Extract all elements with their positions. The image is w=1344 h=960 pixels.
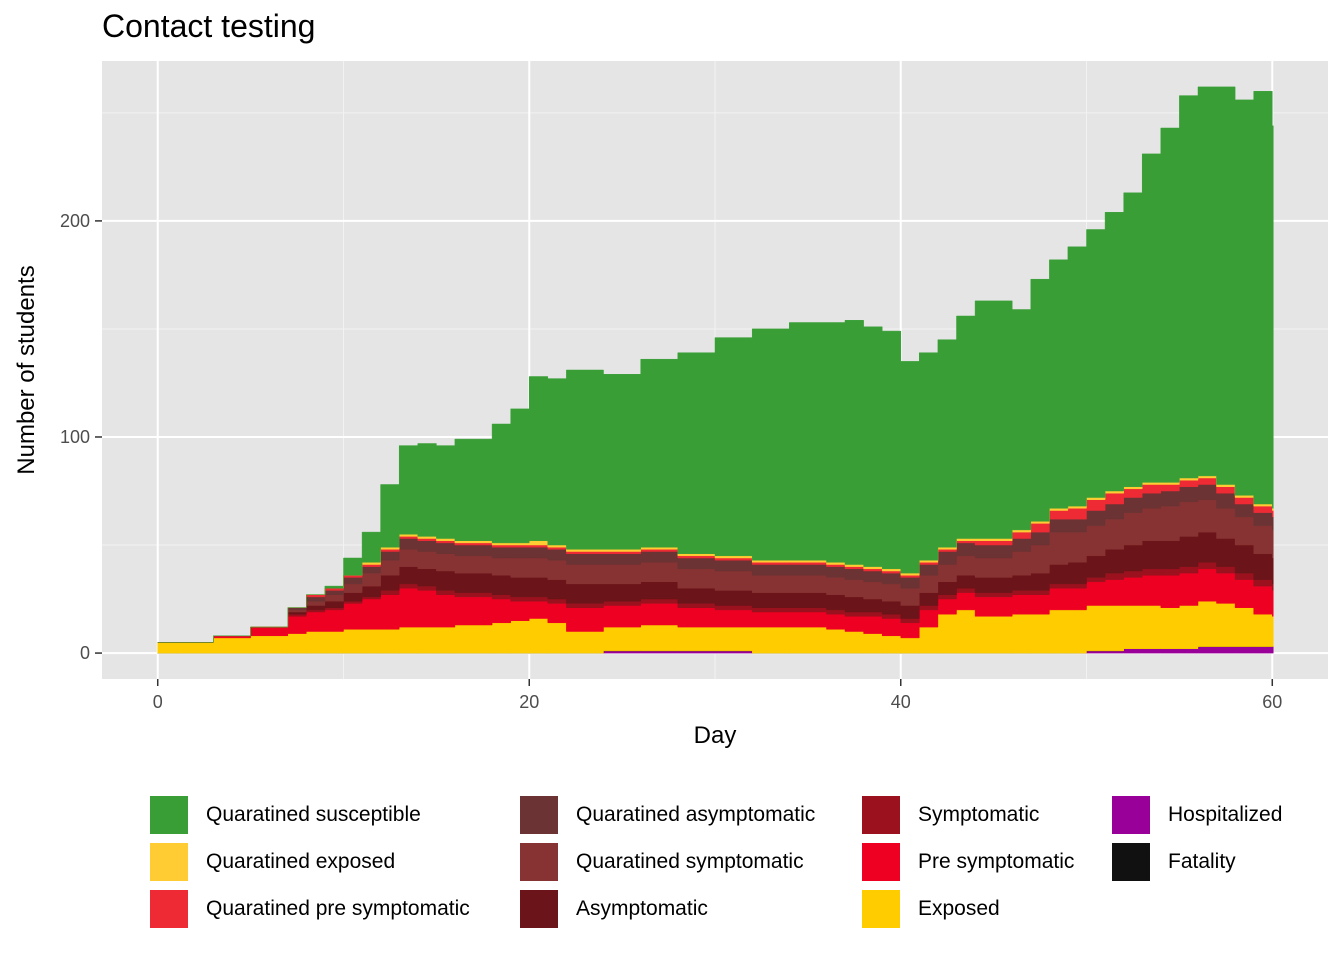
legend-key-swatch xyxy=(518,841,560,883)
y-tick-label: 0 xyxy=(80,643,90,663)
legend-key-swatch xyxy=(860,841,902,883)
legend-label: Exposed xyxy=(918,897,1000,920)
legend-key-swatch xyxy=(148,794,190,836)
legend-key-swatch xyxy=(518,888,560,930)
area-quaratined-susceptible xyxy=(157,86,1274,643)
legend-label: Quaratined pre symptomatic xyxy=(206,897,470,920)
legend-label: Symptomatic xyxy=(918,803,1040,826)
y-tick-label: 100 xyxy=(60,427,90,447)
legend-item: Quaratined susceptible xyxy=(148,792,421,838)
legend-key-swatch xyxy=(860,888,902,930)
legend-item: Quaratined exposed xyxy=(148,839,395,885)
legend-item: Quaratined asymptomatic xyxy=(518,792,815,838)
stacked-area-series xyxy=(157,86,1274,654)
legend-item: Exposed xyxy=(860,886,1000,932)
legend-item: Hospitalized xyxy=(1110,792,1282,838)
legend-label: Quaratined susceptible xyxy=(206,803,421,826)
legend-label: Hospitalized xyxy=(1168,803,1283,826)
legend-item: Quaratined pre symptomatic xyxy=(148,886,470,932)
legend-key-swatch xyxy=(518,794,560,836)
y-axis-title: Number of students xyxy=(13,265,40,474)
x-tick-label: 20 xyxy=(519,692,539,712)
legend-key-swatch xyxy=(148,888,190,930)
x-tick-label: 0 xyxy=(153,692,163,712)
legend-label: Quaratined exposed xyxy=(206,850,396,873)
legend-item: Pre symptomatic xyxy=(860,839,1074,885)
legend-label: Quaratined asymptomatic xyxy=(576,803,816,826)
y-tick-label: 200 xyxy=(60,211,90,231)
legend-label: Pre symptomatic xyxy=(918,850,1075,873)
legend-item: Fatality xyxy=(1110,839,1236,885)
legend-item: Quaratined symptomatic xyxy=(518,839,804,885)
legend-key-swatch xyxy=(1110,794,1152,836)
legend-key-swatch xyxy=(1110,841,1152,883)
x-axis-title: Day xyxy=(694,722,737,749)
chart-title: Contact testing xyxy=(102,8,316,44)
legend-label: Quaratined symptomatic xyxy=(576,850,804,873)
legend-key-swatch xyxy=(860,794,902,836)
legend-item: Asymptomatic xyxy=(518,886,708,932)
x-tick-label: 60 xyxy=(1262,692,1282,712)
axes: 0 20 40 60 0 100 200 xyxy=(60,211,1282,712)
legend-label: Asymptomatic xyxy=(576,897,708,920)
legend-key-swatch xyxy=(148,841,190,883)
legend-item: Symptomatic xyxy=(860,792,1039,838)
legend: Quaratined susceptible Quaratined exposed… xyxy=(148,792,1328,942)
legend-label: Fatality xyxy=(1168,850,1236,873)
x-tick-label: 40 xyxy=(891,692,911,712)
